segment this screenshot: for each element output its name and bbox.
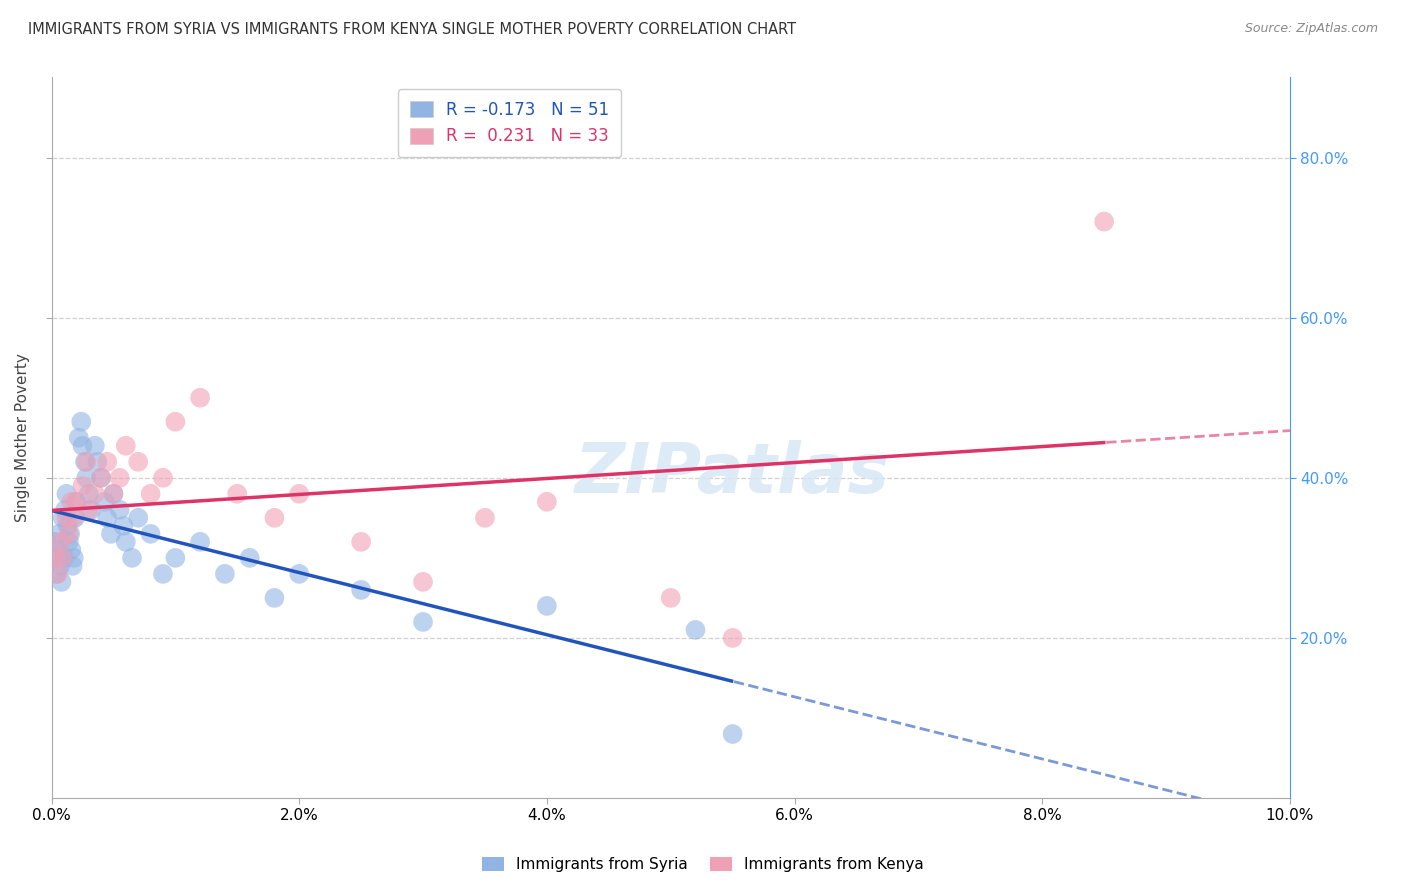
Point xyxy=(53,503,76,517)
Point xyxy=(96,511,118,525)
Point xyxy=(108,503,131,517)
Point xyxy=(49,558,72,573)
Point xyxy=(108,471,131,485)
Point xyxy=(58,534,80,549)
Point xyxy=(188,534,211,549)
Point xyxy=(83,439,105,453)
Point xyxy=(49,534,72,549)
Point xyxy=(90,471,112,485)
Point xyxy=(44,550,66,565)
Y-axis label: Single Mother Poverty: Single Mother Poverty xyxy=(15,353,30,522)
Point xyxy=(58,526,80,541)
Point xyxy=(152,471,174,485)
Point xyxy=(59,526,82,541)
Point xyxy=(165,415,187,429)
Point xyxy=(75,455,97,469)
Point xyxy=(288,487,311,501)
Point xyxy=(80,503,103,517)
Point xyxy=(60,495,83,509)
Point xyxy=(127,455,149,469)
Point xyxy=(65,495,87,509)
Point xyxy=(288,566,311,581)
Point xyxy=(100,526,122,541)
Point xyxy=(52,550,75,565)
Point xyxy=(350,534,373,549)
Point xyxy=(63,550,86,565)
Legend: Immigrants from Syria, Immigrants from Kenya: Immigrants from Syria, Immigrants from K… xyxy=(475,849,931,880)
Point xyxy=(70,415,93,429)
Point xyxy=(114,534,136,549)
Point xyxy=(65,495,87,509)
Point xyxy=(46,566,69,581)
Point xyxy=(685,623,707,637)
Point xyxy=(226,487,249,501)
Point xyxy=(536,599,558,613)
Point xyxy=(121,550,143,565)
Point xyxy=(48,526,70,541)
Point xyxy=(474,511,496,525)
Point xyxy=(52,550,75,565)
Point xyxy=(96,455,118,469)
Point xyxy=(90,471,112,485)
Point xyxy=(55,487,77,501)
Point xyxy=(42,534,65,549)
Point xyxy=(721,727,744,741)
Point xyxy=(188,391,211,405)
Point xyxy=(75,471,97,485)
Text: IMMIGRANTS FROM SYRIA VS IMMIGRANTS FROM KENYA SINGLE MOTHER POVERTY CORRELATION: IMMIGRANTS FROM SYRIA VS IMMIGRANTS FROM… xyxy=(28,22,796,37)
Point xyxy=(239,550,262,565)
Point xyxy=(165,550,187,565)
Point xyxy=(263,591,285,605)
Point xyxy=(72,479,94,493)
Point xyxy=(62,558,84,573)
Point xyxy=(77,487,100,501)
Point xyxy=(77,503,100,517)
Point xyxy=(412,574,434,589)
Point xyxy=(72,439,94,453)
Point xyxy=(721,631,744,645)
Point xyxy=(214,566,236,581)
Point xyxy=(55,511,77,525)
Point xyxy=(412,615,434,629)
Point xyxy=(114,439,136,453)
Point xyxy=(63,511,86,525)
Point xyxy=(60,542,83,557)
Point xyxy=(44,550,66,565)
Point xyxy=(63,511,86,525)
Point xyxy=(139,487,162,501)
Point xyxy=(112,518,135,533)
Point xyxy=(1092,214,1115,228)
Point xyxy=(263,511,285,525)
Point xyxy=(83,487,105,501)
Point xyxy=(103,487,125,501)
Point xyxy=(350,582,373,597)
Point xyxy=(56,518,79,533)
Point xyxy=(536,495,558,509)
Legend: R = -0.173   N = 51, R =  0.231   N = 33: R = -0.173 N = 51, R = 0.231 N = 33 xyxy=(398,89,621,157)
Point xyxy=(139,526,162,541)
Text: Source: ZipAtlas.com: Source: ZipAtlas.com xyxy=(1244,22,1378,36)
Point xyxy=(51,574,73,589)
Point xyxy=(127,511,149,525)
Point xyxy=(152,566,174,581)
Point xyxy=(94,495,117,509)
Point xyxy=(45,566,67,581)
Point xyxy=(73,455,96,469)
Point xyxy=(67,431,90,445)
Point xyxy=(52,511,75,525)
Point xyxy=(86,455,108,469)
Point xyxy=(103,487,125,501)
Point xyxy=(659,591,682,605)
Point xyxy=(46,542,69,557)
Text: ZIPatlas: ZIPatlas xyxy=(575,441,890,508)
